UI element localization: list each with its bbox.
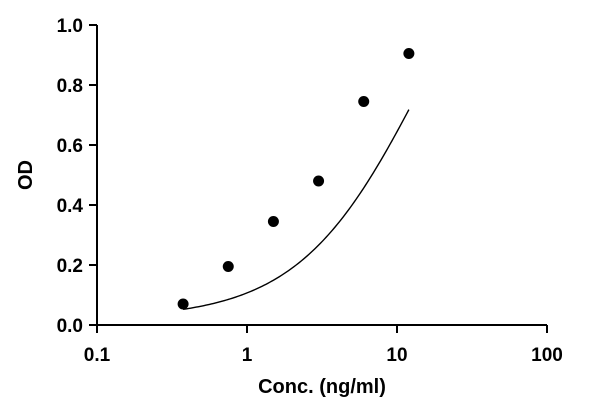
data-points xyxy=(177,48,415,310)
data-point xyxy=(403,48,415,59)
fit-curve xyxy=(182,109,410,311)
y-tick-label: 1.0 xyxy=(57,16,83,37)
data-point xyxy=(222,261,234,272)
y-tick-label: 0.0 xyxy=(57,316,83,337)
y-tick-label: 0.2 xyxy=(57,256,83,277)
data-point xyxy=(313,175,325,187)
x-tick-label: 100 xyxy=(531,345,563,366)
x-axis-title: Conc. (ng/ml) xyxy=(258,376,386,398)
x-ticks: 0.1 1 10 100 xyxy=(84,325,563,366)
data-point xyxy=(358,96,370,107)
y-tick-label: 0.6 xyxy=(57,136,83,157)
x-tick-label: 0.1 xyxy=(84,345,111,366)
data-point xyxy=(267,216,279,227)
y-tick-label: 0.8 xyxy=(57,76,83,97)
data-point xyxy=(177,298,189,310)
x-tick-label: 1 xyxy=(242,345,253,366)
x-tick-label: 10 xyxy=(386,345,407,366)
y-axis-title: OD xyxy=(15,160,37,190)
y-ticks: 0.0 0.2 0.4 0.6 0.8 1.0 xyxy=(57,16,97,337)
axes xyxy=(96,25,547,326)
y-tick-label: 0.4 xyxy=(57,196,84,217)
